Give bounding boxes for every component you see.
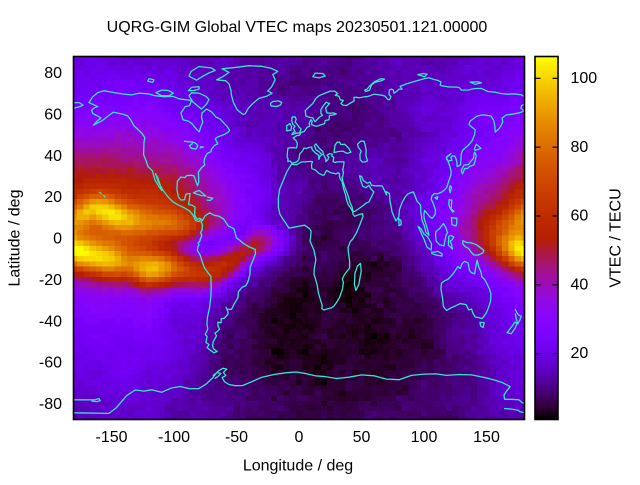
svg-text:80: 80	[571, 139, 589, 156]
svg-text:100: 100	[571, 70, 598, 87]
svg-text:VTEC / TECU: VTEC / TECU	[608, 188, 625, 287]
svg-text:0: 0	[53, 231, 62, 248]
svg-text:UQRG-GIM Global VTEC maps 2023: UQRG-GIM Global VTEC maps 20230501.121.0…	[107, 19, 488, 36]
svg-text:150: 150	[473, 429, 500, 446]
svg-text:-20: -20	[39, 272, 62, 289]
svg-text:20: 20	[571, 345, 589, 362]
svg-text:40: 40	[44, 148, 62, 165]
svg-text:100: 100	[411, 429, 438, 446]
svg-text:20: 20	[44, 189, 62, 206]
svg-text:-100: -100	[158, 429, 190, 446]
svg-text:-40: -40	[39, 313, 62, 330]
svg-text:Longitude / deg: Longitude / deg	[243, 458, 353, 475]
svg-text:-60: -60	[39, 355, 62, 372]
svg-text:40: 40	[571, 276, 589, 293]
svg-text:50: 50	[353, 429, 371, 446]
svg-text:0: 0	[295, 429, 304, 446]
svg-text:60: 60	[44, 107, 62, 124]
svg-text:Latitude / deg: Latitude / deg	[7, 190, 24, 287]
svg-text:80: 80	[44, 65, 62, 82]
svg-text:60: 60	[571, 208, 589, 225]
svg-text:-50: -50	[225, 429, 248, 446]
svg-text:-150: -150	[95, 429, 127, 446]
svg-text:-80: -80	[39, 396, 62, 413]
